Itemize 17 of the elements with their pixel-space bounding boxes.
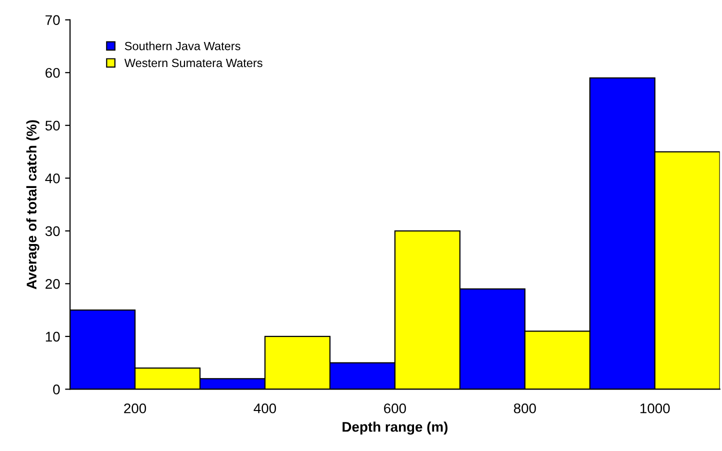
y-axis-title: Average of total catch (%) xyxy=(26,120,40,290)
legend-label: Western Sumatera Waters xyxy=(124,58,262,68)
x-tick-label: 200 xyxy=(124,403,146,414)
y-tick-label: 50 xyxy=(45,120,60,131)
y-tick-label: 0 xyxy=(53,384,60,394)
y-tick-label: 40 xyxy=(45,173,60,184)
x-axis-title: Depth range (m) xyxy=(342,422,448,435)
y-tick-label: 30 xyxy=(45,226,60,236)
x-tick-label: 1000 xyxy=(640,403,670,414)
y-tick-label: 10 xyxy=(46,332,60,342)
y-tick-label: 60 xyxy=(46,68,60,78)
legend-label: Southern Java Waters xyxy=(124,42,240,50)
x-tick-label: 400 xyxy=(254,403,276,414)
y-tick-label: 70 xyxy=(46,15,60,26)
y-tick-label: 20 xyxy=(46,279,60,289)
x-tick-label: 600 xyxy=(384,403,406,414)
x-tick-label: 800 xyxy=(514,403,536,414)
